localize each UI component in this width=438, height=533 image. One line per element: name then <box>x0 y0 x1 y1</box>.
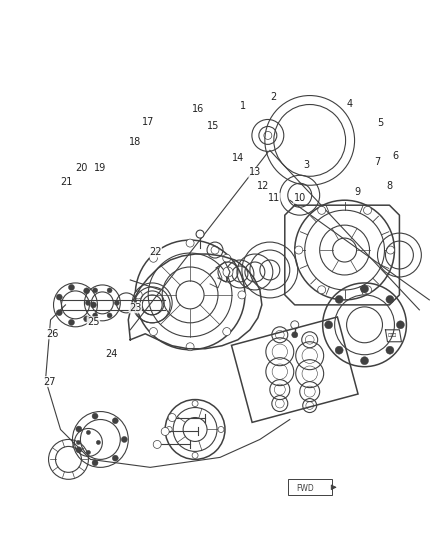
Circle shape <box>77 440 81 445</box>
Circle shape <box>166 426 172 432</box>
Text: 8: 8 <box>386 181 392 191</box>
Text: 4: 4 <box>346 99 353 109</box>
Circle shape <box>84 316 90 322</box>
Circle shape <box>192 453 198 458</box>
Circle shape <box>153 440 161 448</box>
Circle shape <box>68 319 74 325</box>
Circle shape <box>161 427 169 435</box>
Circle shape <box>149 328 157 336</box>
Circle shape <box>86 431 90 434</box>
Text: 23: 23 <box>129 303 141 313</box>
Text: 19: 19 <box>94 163 106 173</box>
Circle shape <box>93 288 98 293</box>
Text: 2: 2 <box>271 92 277 102</box>
Text: 3: 3 <box>304 160 310 171</box>
Text: 1: 1 <box>240 101 246 110</box>
Circle shape <box>92 460 98 466</box>
Circle shape <box>96 440 100 445</box>
Circle shape <box>196 230 204 238</box>
Circle shape <box>360 357 368 365</box>
Circle shape <box>112 418 118 424</box>
Circle shape <box>86 450 90 455</box>
Circle shape <box>114 301 119 305</box>
Text: 10: 10 <box>293 193 306 203</box>
Circle shape <box>386 246 395 254</box>
Circle shape <box>218 426 224 432</box>
Text: 6: 6 <box>392 151 399 161</box>
Text: ⊡⊡: ⊡⊡ <box>388 333 397 338</box>
Circle shape <box>107 288 112 293</box>
Circle shape <box>386 346 394 354</box>
Circle shape <box>223 267 233 277</box>
Text: 17: 17 <box>142 117 155 127</box>
Circle shape <box>107 313 112 318</box>
Circle shape <box>168 414 176 422</box>
Circle shape <box>264 132 272 140</box>
Circle shape <box>291 321 299 329</box>
Circle shape <box>325 321 332 329</box>
Circle shape <box>121 437 127 442</box>
Circle shape <box>93 313 98 318</box>
Circle shape <box>76 447 82 453</box>
Text: 13: 13 <box>249 167 261 177</box>
Circle shape <box>360 285 368 293</box>
Circle shape <box>192 401 198 407</box>
Circle shape <box>238 291 246 299</box>
Circle shape <box>92 413 98 419</box>
Text: 16: 16 <box>192 103 204 114</box>
Circle shape <box>112 455 118 461</box>
Text: 7: 7 <box>374 157 381 167</box>
Text: 18: 18 <box>129 138 141 148</box>
Circle shape <box>76 426 82 432</box>
Text: 26: 26 <box>46 329 59 339</box>
Text: FWD: FWD <box>296 484 314 493</box>
Text: 14: 14 <box>232 154 244 163</box>
Text: 15: 15 <box>207 122 219 132</box>
Text: 12: 12 <box>257 181 269 191</box>
Circle shape <box>223 254 231 262</box>
Circle shape <box>186 343 194 351</box>
Circle shape <box>134 291 142 299</box>
Text: 27: 27 <box>43 377 56 386</box>
Circle shape <box>186 239 194 247</box>
Text: 11: 11 <box>268 193 280 203</box>
Text: 5: 5 <box>378 118 384 128</box>
Circle shape <box>386 295 394 303</box>
Circle shape <box>364 286 371 294</box>
Circle shape <box>364 206 371 214</box>
Circle shape <box>57 294 62 300</box>
Circle shape <box>295 246 303 254</box>
Circle shape <box>335 346 343 354</box>
Circle shape <box>84 288 90 294</box>
Text: 9: 9 <box>354 187 360 197</box>
Circle shape <box>68 285 74 290</box>
Text: 25: 25 <box>87 317 100 327</box>
Circle shape <box>85 301 90 305</box>
Circle shape <box>318 206 326 214</box>
Circle shape <box>57 310 62 316</box>
Circle shape <box>292 332 298 338</box>
Circle shape <box>90 302 96 308</box>
Circle shape <box>318 286 326 294</box>
Circle shape <box>396 321 404 329</box>
Circle shape <box>223 328 231 336</box>
Text: 24: 24 <box>105 349 117 359</box>
Circle shape <box>149 254 157 262</box>
Text: 22: 22 <box>149 247 162 257</box>
Text: 21: 21 <box>60 177 73 187</box>
Text: 20: 20 <box>75 163 88 173</box>
Circle shape <box>335 295 343 303</box>
